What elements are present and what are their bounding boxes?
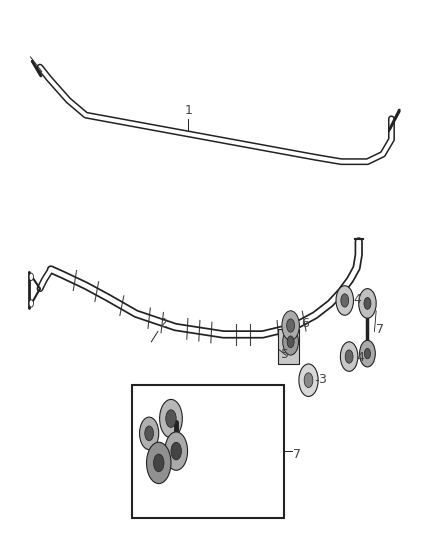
- Circle shape: [287, 319, 294, 332]
- Circle shape: [166, 410, 176, 427]
- Circle shape: [283, 328, 298, 355]
- Circle shape: [145, 426, 153, 441]
- Circle shape: [282, 311, 299, 341]
- Text: 5: 5: [282, 348, 290, 361]
- Circle shape: [171, 442, 181, 460]
- Bar: [279, 328, 299, 364]
- Circle shape: [140, 417, 159, 450]
- Circle shape: [345, 350, 353, 363]
- Text: 6: 6: [301, 317, 309, 330]
- Circle shape: [359, 289, 376, 318]
- Circle shape: [364, 297, 371, 309]
- Text: 7: 7: [293, 448, 301, 461]
- Circle shape: [29, 300, 33, 307]
- Circle shape: [147, 442, 171, 483]
- Text: 4: 4: [356, 351, 364, 364]
- Circle shape: [299, 364, 318, 397]
- Circle shape: [165, 432, 187, 470]
- Circle shape: [341, 294, 349, 307]
- Text: 2: 2: [159, 317, 167, 330]
- Circle shape: [153, 454, 164, 472]
- Circle shape: [159, 399, 182, 438]
- Circle shape: [304, 373, 313, 387]
- Bar: [132, 385, 285, 518]
- Text: 3: 3: [318, 373, 326, 386]
- Circle shape: [340, 342, 358, 372]
- Text: 7: 7: [376, 323, 384, 336]
- Circle shape: [29, 273, 33, 280]
- Circle shape: [336, 286, 353, 315]
- Circle shape: [360, 341, 375, 367]
- Text: 4: 4: [353, 294, 361, 306]
- Circle shape: [364, 349, 371, 359]
- Circle shape: [287, 336, 294, 348]
- Text: 1: 1: [184, 103, 192, 117]
